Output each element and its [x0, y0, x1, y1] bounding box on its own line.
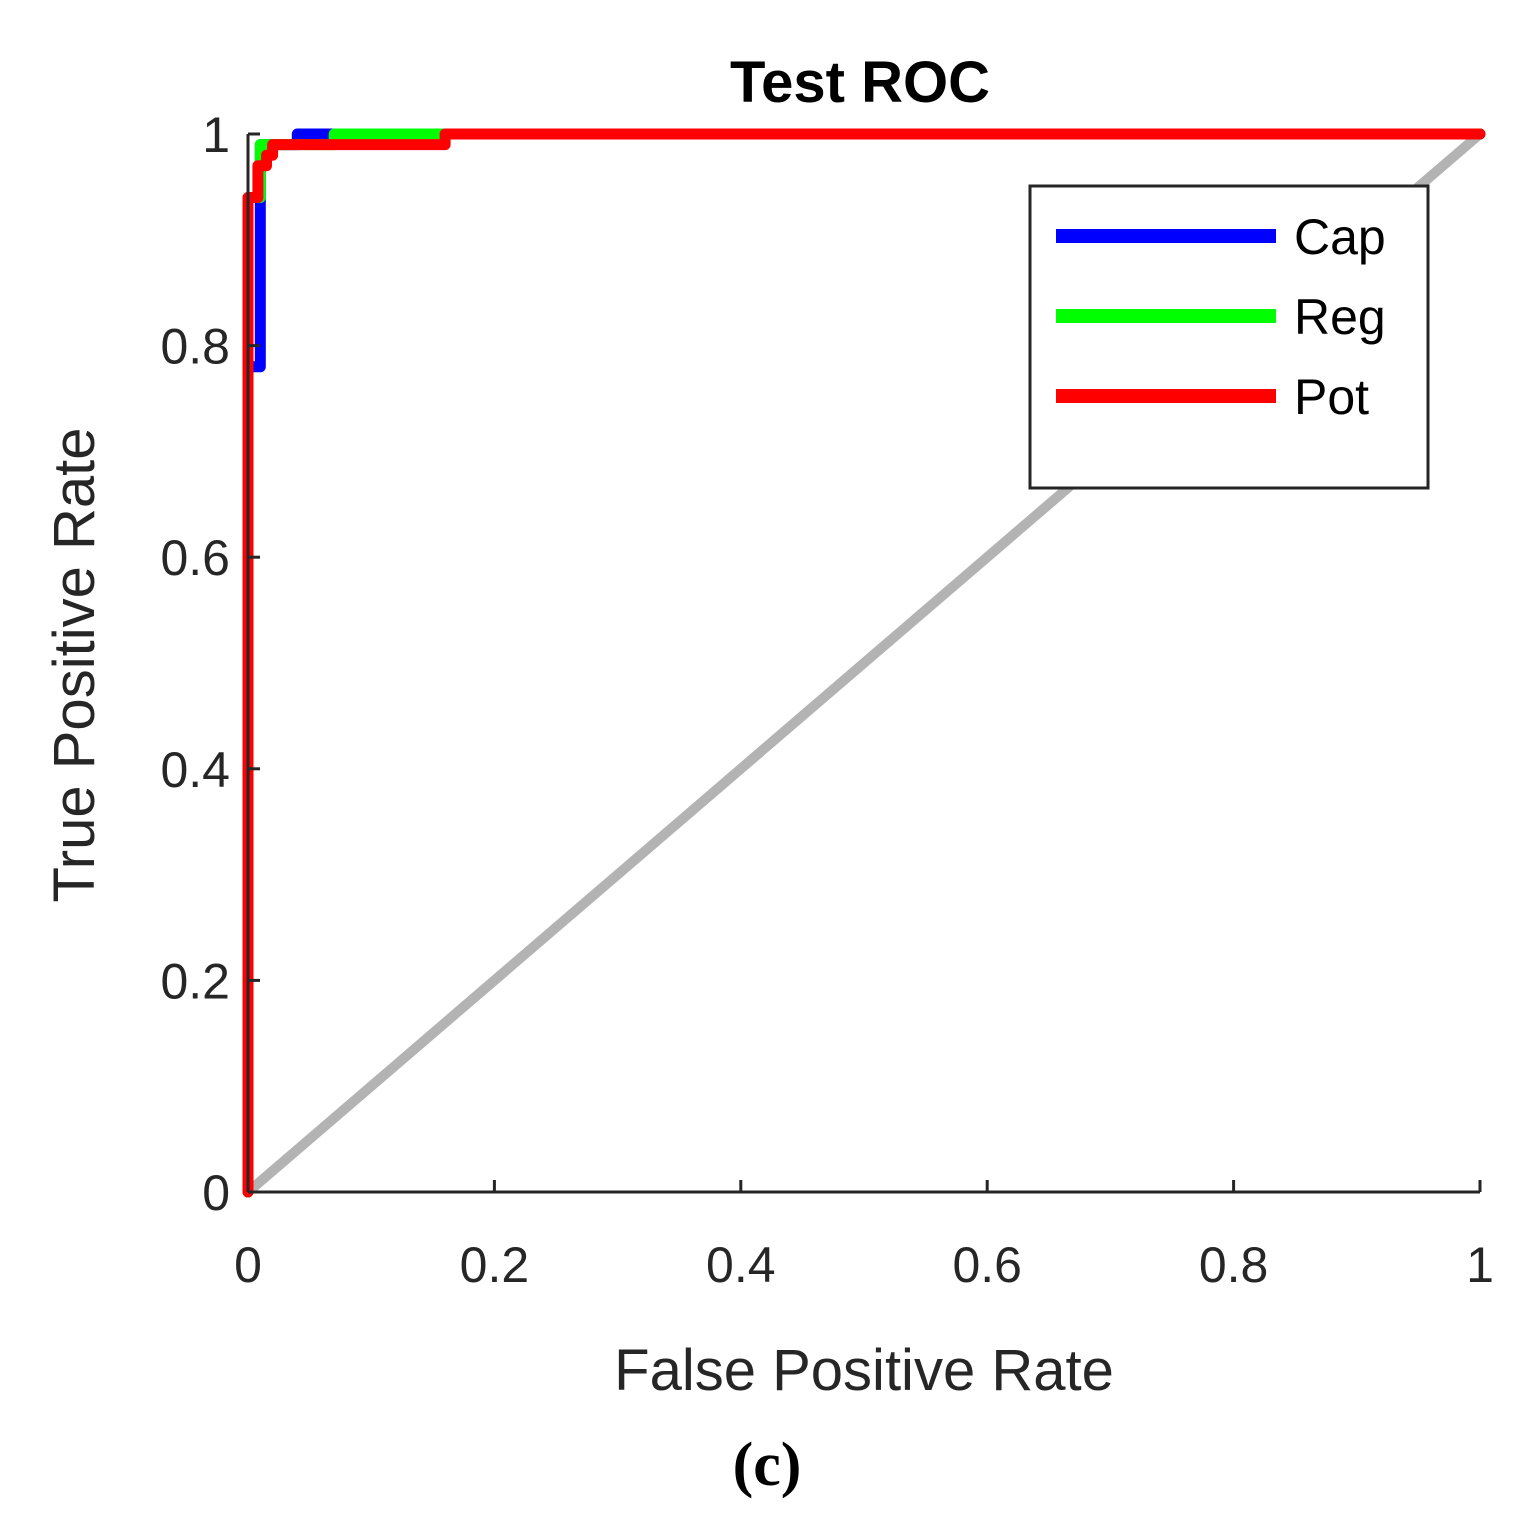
series-line-pot [242, 128, 1486, 1198]
y-tick-label: 0.4 [160, 742, 230, 798]
x-axis-label: False Positive Rate [614, 1338, 1114, 1403]
x-tick-label: 0.8 [1199, 1237, 1269, 1293]
y-tick-label: 1 [202, 107, 230, 163]
legend-label-reg: Reg [1294, 289, 1386, 345]
y-tick-label: 0.8 [160, 319, 230, 375]
legend-label-cap: Cap [1294, 209, 1386, 265]
axes-layer: 0 0.2 0.4 0.6 0.8 1 0 0.2 0.4 0.6 0.8 1 [160, 107, 1493, 1293]
x-tick-label: 0.6 [952, 1237, 1022, 1293]
legend: Cap Reg Pot [1028, 184, 1430, 490]
y-tick-label: 0.6 [160, 530, 230, 586]
y-tick-label: 0 [202, 1165, 230, 1221]
x-tick-label: 0.4 [706, 1237, 776, 1293]
x-tick-label: 0.2 [460, 1237, 530, 1293]
legend-label-pot: Pot [1294, 369, 1369, 425]
x-tick-label: 1 [1466, 1237, 1494, 1293]
x-tick-label: 0 [234, 1237, 262, 1293]
figure-caption: (c) [733, 1431, 802, 1499]
y-axis-label: True Positive Rate [42, 428, 107, 903]
chart-title: Test ROC [730, 50, 990, 115]
y-tick-label: 0.2 [160, 953, 230, 1009]
